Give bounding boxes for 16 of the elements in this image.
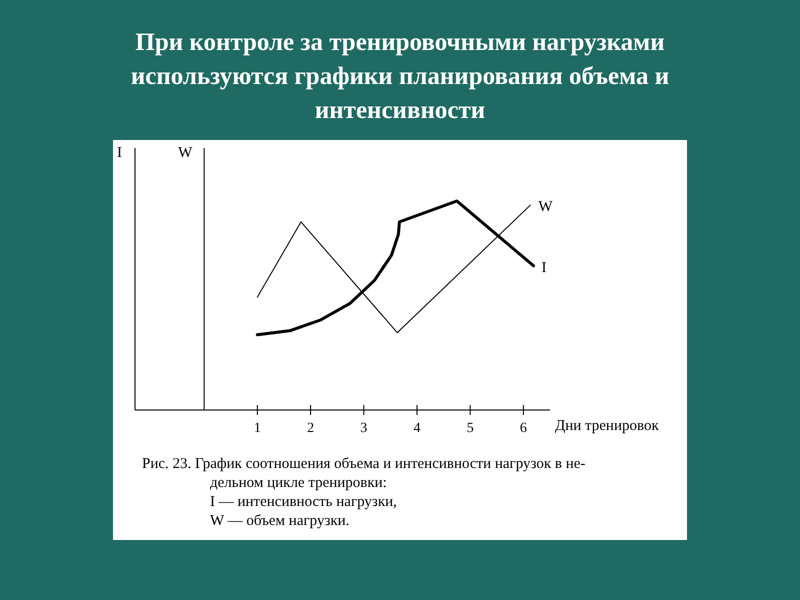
text: Рис. 23. График соотношения объема и интенсивности нагрузок в не- (142, 456, 586, 472)
x-tick-label: 6 (520, 421, 527, 436)
series-label: I (542, 260, 547, 276)
text: I — интенсивность нагрузки, (210, 494, 397, 510)
y2-axis-title: W (178, 145, 194, 161)
x-tick-label: 3 (360, 421, 368, 436)
x-tick-label: 4 (413, 421, 420, 436)
x-tick-label: 5 (466, 421, 474, 436)
text: дельном цикле тренировки: (210, 475, 387, 491)
series-label: W (538, 199, 554, 216)
x-tick-label: 1 (254, 421, 261, 436)
x-axis-title: Дни тренировок (555, 418, 660, 434)
text: W — объем нагрузки. (210, 513, 350, 529)
y-axis-title: I (117, 145, 122, 161)
chart-title: При контроле за тренировочными нагрузками используются графики планирования объема и интенсивности (130, 29, 670, 124)
x-tick-label: 2 (307, 421, 314, 436)
